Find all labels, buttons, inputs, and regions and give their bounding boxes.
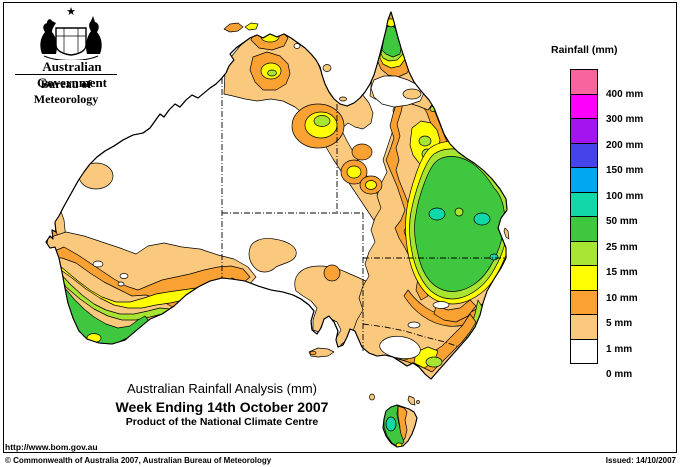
legend-swatch <box>570 240 598 266</box>
legend-label: 400 mm <box>606 88 644 100</box>
legend-label: 100 mm <box>606 190 644 202</box>
legend-swatch <box>570 93 598 119</box>
legend-label: 25 mm <box>606 241 638 253</box>
rain-region <box>92 260 104 268</box>
government-title: Australian Government <box>36 59 108 90</box>
kangaroo-icon <box>40 19 57 54</box>
rain-region <box>402 88 422 100</box>
issued-text: Issued: 14/10/2007 <box>605 456 676 465</box>
rain-region <box>346 165 362 179</box>
legend-swatch <box>570 289 598 315</box>
legend-swatch <box>570 338 598 364</box>
rain-region <box>365 180 377 190</box>
rain-region <box>248 238 297 273</box>
island <box>223 22 244 33</box>
rain-region <box>323 264 341 282</box>
australia-coastline-overlay <box>45 11 508 380</box>
bom-url: http://www.bom.gov.au <box>5 442 98 452</box>
coat-of-arms-icon: ★ <box>40 6 102 60</box>
islands <box>223 22 510 406</box>
rain-region <box>267 69 277 77</box>
legend-label: 10 mm <box>606 292 638 304</box>
rain-region <box>339 340 361 356</box>
legend-swatch <box>570 216 598 242</box>
map-product-line: Product of the National Climate Centre <box>125 416 319 428</box>
tasmania-coastline-overlay <box>382 404 418 448</box>
legend-swatch <box>570 167 598 193</box>
rain-region <box>425 356 443 368</box>
rain-region <box>473 212 491 226</box>
tasmania-regions <box>383 405 408 447</box>
legend-label: 200 mm <box>606 139 644 151</box>
state-borders <box>221 78 504 352</box>
copyright-text: © Commonwealth of Australia 2007, Austra… <box>5 456 272 465</box>
rain-region <box>418 135 432 147</box>
rain-region <box>351 143 373 161</box>
rain-region <box>432 301 450 309</box>
rain-region <box>381 24 402 58</box>
legend-label: 1 mm <box>606 343 633 355</box>
island <box>322 64 332 72</box>
legend-label: 0 mm <box>606 369 633 380</box>
legend-swatch <box>570 314 598 340</box>
island <box>244 22 259 31</box>
shield-icon <box>55 27 87 56</box>
content-border <box>3 2 677 453</box>
emu-icon <box>86 16 102 54</box>
legend-label: 50 mm <box>606 216 638 227</box>
legend-swatch <box>570 118 598 144</box>
rain-region <box>117 281 125 287</box>
island <box>416 400 420 404</box>
rain-region <box>293 43 301 49</box>
rain-region <box>385 101 429 301</box>
legend-swatch <box>570 142 598 168</box>
rain-region <box>313 115 331 127</box>
legend-swatch <box>570 69 598 95</box>
rain-region <box>407 321 421 329</box>
shield-detail <box>56 28 86 54</box>
bureau-title: Bureau of Meteorology <box>33 77 99 106</box>
legend-blocks <box>570 69 598 364</box>
rain-region <box>385 416 397 432</box>
star-icon: ★ <box>66 6 76 18</box>
legend-label: 15 mm <box>606 267 638 278</box>
rain-region <box>489 253 499 261</box>
island <box>339 96 347 102</box>
island <box>309 350 317 356</box>
map-title: Australian Rainfall Analysis (mm) <box>126 381 317 396</box>
rain-region <box>454 207 464 217</box>
rain-region <box>433 299 477 323</box>
island <box>503 227 510 240</box>
legend-label: 300 mm <box>606 114 644 125</box>
crest-scroll <box>43 55 99 60</box>
legend-label: 5 mm <box>606 318 633 329</box>
island <box>369 393 375 401</box>
island <box>407 395 416 406</box>
rain-region <box>428 207 446 221</box>
rain-region <box>379 335 421 360</box>
rain-region <box>119 273 129 279</box>
legend-labels: 400 mm 300 mm 200 mm 150 mm 100 mm 50 mm 25 mm… <box>606 69 666 389</box>
legend-title: Rainfall (mm) <box>551 44 618 56</box>
legend-swatch <box>570 265 598 291</box>
map-subtitle: Week Ending 14th October 2007 <box>115 399 329 415</box>
legend-label: 150 mm <box>606 165 644 176</box>
legend-swatch <box>570 191 598 217</box>
crest-divider <box>15 74 117 75</box>
rain-region <box>78 162 114 190</box>
